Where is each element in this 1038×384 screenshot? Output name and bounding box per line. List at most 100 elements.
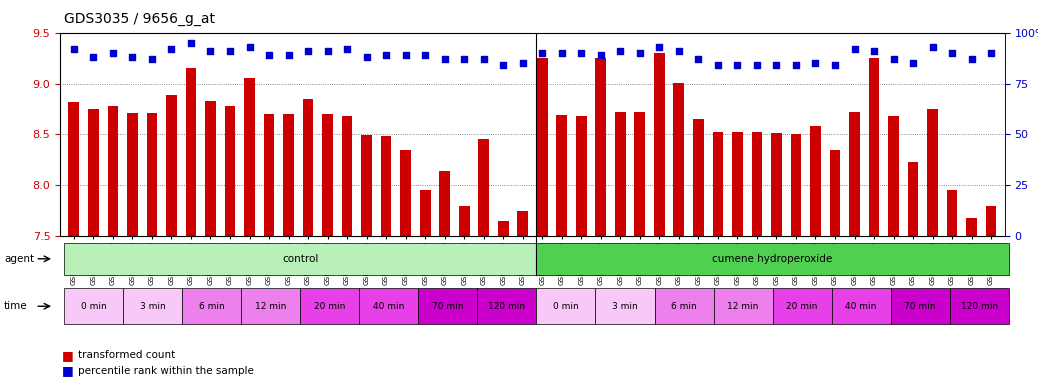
Bar — [69, 102, 79, 384]
Bar — [498, 221, 509, 384]
Bar — [186, 68, 196, 384]
Bar — [674, 83, 684, 384]
Point — [202, 48, 219, 54]
Bar — [576, 116, 586, 384]
Text: GDS3035 / 9656_g_at: GDS3035 / 9656_g_at — [64, 12, 215, 25]
Text: 0 min: 0 min — [81, 302, 107, 311]
Bar — [537, 58, 548, 384]
Text: 12 min: 12 min — [728, 302, 759, 311]
Point — [163, 46, 180, 52]
Text: agent: agent — [4, 254, 34, 264]
Point — [768, 62, 785, 68]
Point — [495, 62, 512, 68]
Point — [690, 56, 707, 62]
Text: transformed count: transformed count — [78, 350, 175, 360]
Text: 20 min: 20 min — [787, 302, 818, 311]
Point — [456, 56, 472, 62]
Bar — [146, 113, 158, 384]
Point — [143, 56, 160, 62]
Point — [671, 48, 687, 54]
Bar — [88, 109, 99, 384]
Bar — [283, 114, 294, 384]
Point — [944, 50, 960, 56]
Point — [983, 50, 1000, 56]
Bar — [947, 190, 957, 384]
Bar — [206, 101, 216, 384]
Point — [85, 54, 102, 60]
Text: 70 min: 70 min — [432, 302, 464, 311]
Point — [280, 52, 297, 58]
Bar — [654, 53, 664, 384]
Bar — [693, 119, 704, 384]
Point — [378, 52, 394, 58]
Text: ■: ■ — [62, 349, 74, 362]
Point — [826, 62, 843, 68]
Text: ■: ■ — [62, 364, 74, 377]
Point — [300, 48, 317, 54]
Point — [963, 56, 980, 62]
Bar — [322, 114, 333, 384]
Point — [183, 40, 199, 46]
Bar — [439, 171, 450, 384]
Point — [866, 48, 882, 54]
Text: 12 min: 12 min — [255, 302, 286, 311]
Point — [358, 54, 375, 60]
Bar — [596, 58, 606, 384]
Point — [398, 52, 414, 58]
Bar — [889, 116, 899, 384]
Text: control: control — [282, 254, 319, 264]
Text: time: time — [4, 301, 28, 311]
Bar — [907, 162, 919, 384]
Bar — [966, 218, 977, 384]
Bar — [224, 106, 236, 384]
Point — [320, 48, 336, 54]
Point — [808, 60, 824, 66]
Point — [436, 56, 453, 62]
Bar — [556, 115, 567, 384]
Point — [710, 62, 727, 68]
Point — [788, 62, 804, 68]
Point — [417, 52, 434, 58]
Point — [729, 62, 745, 68]
Bar — [264, 114, 274, 384]
Bar — [419, 190, 431, 384]
Point — [65, 46, 82, 52]
Point — [241, 44, 257, 50]
Bar — [712, 132, 723, 384]
Text: 70 min: 70 min — [904, 302, 936, 311]
Point — [846, 46, 863, 52]
Point — [222, 48, 239, 54]
Bar — [479, 139, 489, 384]
Point — [125, 54, 141, 60]
Point — [612, 48, 629, 54]
Point — [905, 60, 922, 66]
Point — [515, 60, 531, 66]
Point — [573, 50, 590, 56]
Text: 20 min: 20 min — [315, 302, 346, 311]
Bar — [771, 133, 782, 384]
Bar — [303, 99, 313, 384]
Text: 3 min: 3 min — [612, 302, 638, 311]
Bar — [108, 106, 118, 384]
Bar — [810, 126, 821, 384]
Bar — [849, 112, 859, 384]
Bar — [342, 116, 353, 384]
Bar — [829, 150, 841, 384]
Point — [338, 46, 355, 52]
Point — [631, 50, 648, 56]
Bar — [166, 95, 176, 384]
Bar — [791, 134, 801, 384]
Bar — [459, 205, 469, 384]
Text: 6 min: 6 min — [199, 302, 224, 311]
Text: cumene hydroperoxide: cumene hydroperoxide — [712, 254, 832, 264]
Point — [553, 50, 570, 56]
Point — [534, 50, 550, 56]
Text: 120 min: 120 min — [488, 302, 525, 311]
Bar — [127, 113, 138, 384]
Point — [651, 44, 667, 50]
Bar — [634, 112, 646, 384]
Bar — [244, 78, 255, 384]
Bar — [614, 112, 626, 384]
Point — [593, 52, 609, 58]
Text: 40 min: 40 min — [373, 302, 405, 311]
